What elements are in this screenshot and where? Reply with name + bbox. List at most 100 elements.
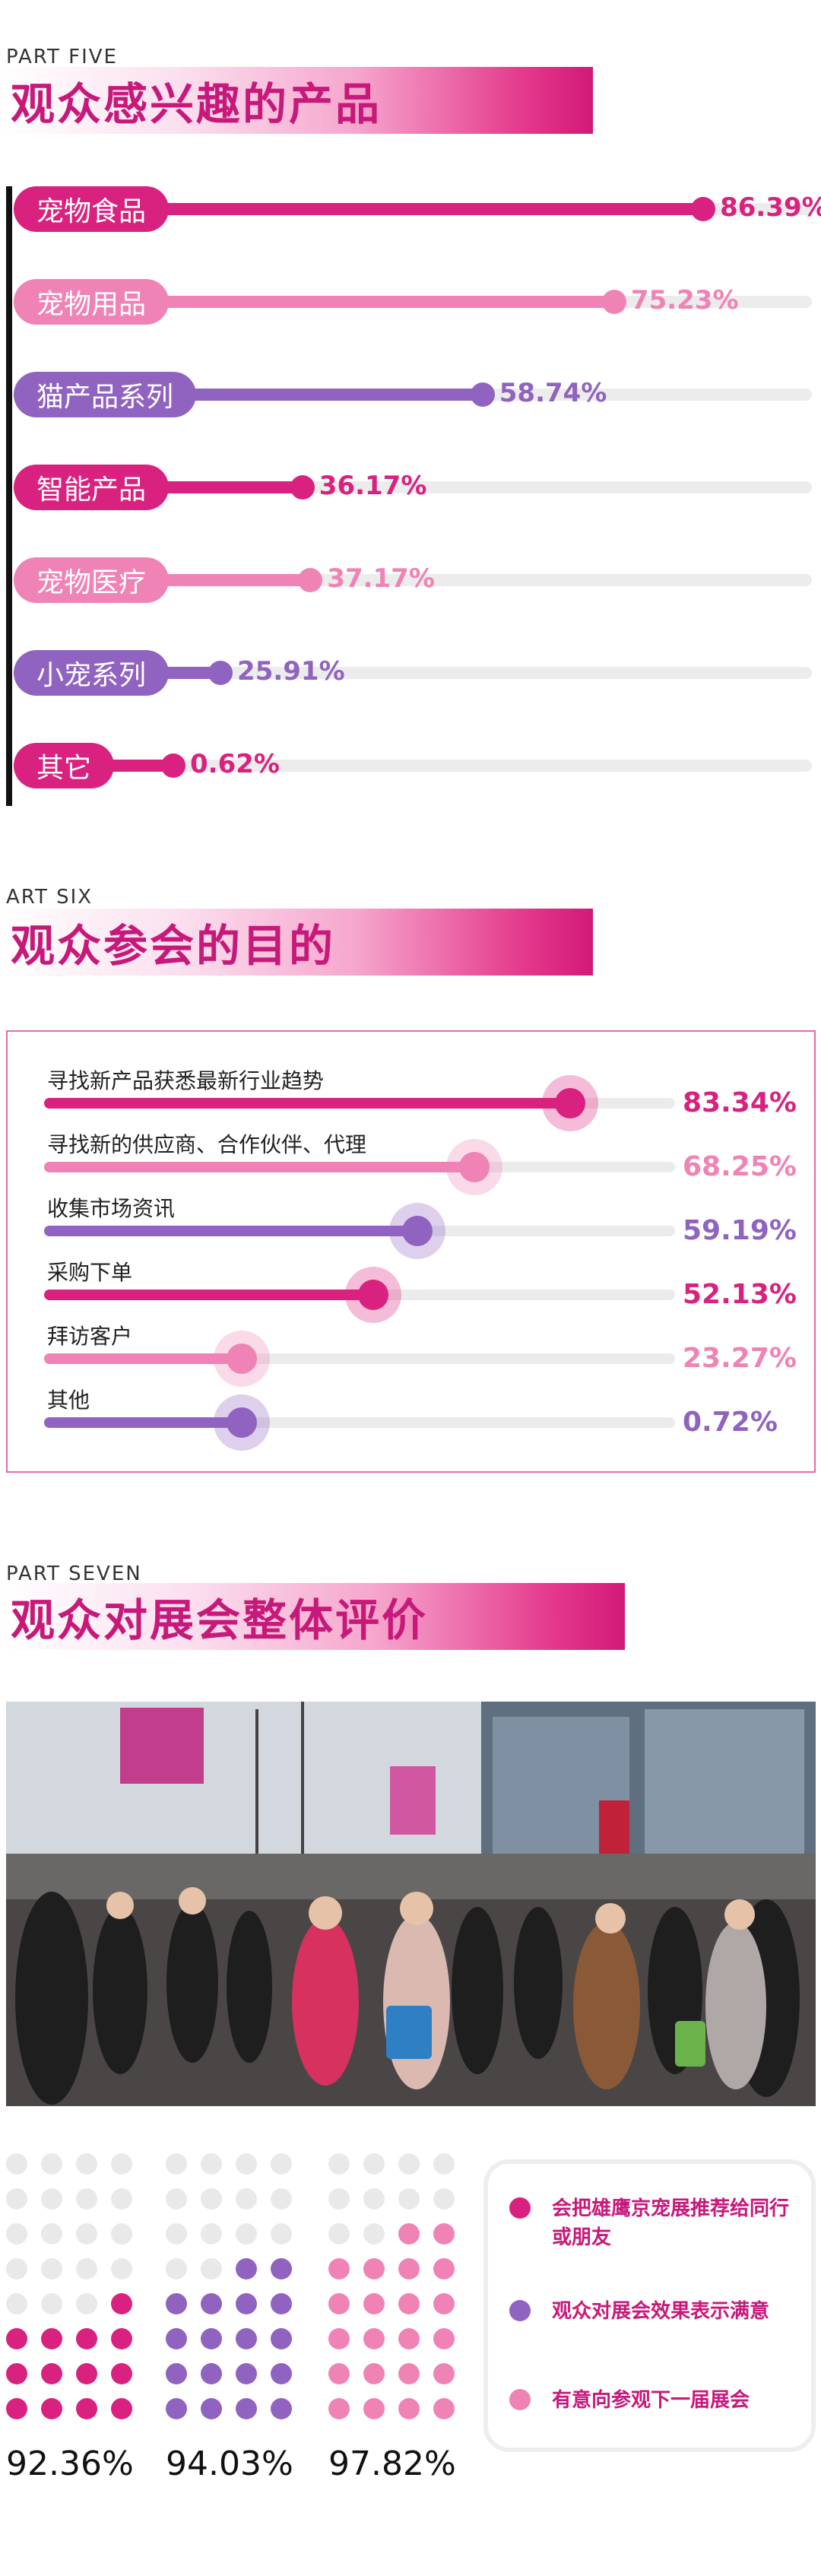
purpose-value: 83.34% [683, 1087, 797, 1118]
product-value: 25.91% [237, 656, 345, 687]
grid-dot [41, 2328, 62, 2349]
grid-dot [111, 2398, 132, 2419]
part-seven-label: PART SEVEN [6, 1562, 142, 1585]
grid-dot [433, 2363, 455, 2384]
product-row: 小宠系列 25.91% [14, 650, 812, 696]
purpose-value: 52.13% [683, 1279, 797, 1310]
purpose-row: 其他 0.72% [44, 1384, 804, 1451]
product-row: 智能产品 36.17% [14, 465, 812, 510]
grid-dot [111, 2188, 132, 2210]
grid-dot [363, 2258, 385, 2279]
grid-dot [41, 2188, 62, 2210]
grid-dot [6, 2223, 27, 2244]
grid-dot [328, 2223, 350, 2244]
expo-crowd-photo [6, 1702, 816, 2106]
grid-dot [398, 2153, 420, 2175]
purpose-bar-fill [44, 1290, 373, 1300]
purpose-bar-fill [44, 1353, 242, 1364]
grid-dot [271, 2258, 292, 2279]
grid-dot [433, 2153, 455, 2175]
grid-dot [76, 2188, 97, 2210]
grid-dot [6, 2328, 27, 2349]
grid-dot [6, 2293, 27, 2314]
grid-dot [328, 2293, 350, 2314]
grid-dot [166, 2293, 187, 2314]
satisfaction-dot-grid [328, 2153, 455, 2419]
legend-item-recommend: 会把雄鹰京宠展推荐给同行或朋友 [509, 2194, 803, 2252]
grid-dot [363, 2153, 385, 2175]
grid-dot [166, 2258, 187, 2279]
grid-dot [201, 2223, 222, 2244]
product-label: 宠物医疗 [14, 557, 170, 603]
purpose-row: 采购下单 52.13% [44, 1256, 804, 1323]
grid-dot [363, 2363, 385, 2384]
legend-text-satisfied: 观众对展会效果表示满意 [552, 2300, 770, 2323]
purpose-bar-fill [44, 1417, 242, 1428]
grid-dot [111, 2293, 132, 2314]
product-bar-dot [470, 382, 495, 407]
grid-dot [236, 2258, 257, 2279]
grid-dot [328, 2398, 350, 2419]
purpose-bar-dot [227, 1344, 257, 1374]
grid-dot [201, 2363, 222, 2384]
product-bar-dot [601, 290, 626, 314]
grid-dot [6, 2398, 27, 2419]
purpose-bar-dot [554, 1088, 585, 1118]
product-bar-fill [14, 203, 704, 215]
grid-dot [41, 2223, 62, 2244]
grid-dot [271, 2398, 292, 2419]
grid-dot [398, 2188, 420, 2210]
grid-dot [6, 2153, 27, 2175]
product-label: 宠物用品 [14, 279, 170, 325]
purpose-bar-dot [402, 1216, 433, 1246]
product-bar-dot [290, 475, 315, 500]
part-five-title-bar: 观众感兴趣的产品 [0, 67, 593, 134]
grid-dot [433, 2328, 455, 2349]
legend-dot [509, 2197, 531, 2219]
part-five-axis-line [6, 186, 12, 806]
grid-dot [166, 2188, 187, 2210]
grid-dot [236, 2188, 257, 2210]
product-bar-dot [298, 568, 323, 592]
grid-dot [6, 2188, 27, 2210]
legend-item-revisit: 有意向参观下一届展会 [509, 2386, 810, 2415]
grid-dot [271, 2188, 292, 2210]
grid-dot [363, 2328, 385, 2349]
grid-dot [41, 2258, 62, 2279]
grid-dot [271, 2153, 292, 2175]
product-row: 宠物医疗 37.17% [14, 557, 812, 603]
purpose-value: 59.19% [683, 1215, 797, 1246]
grid-dot [271, 2223, 292, 2244]
product-label: 智能产品 [14, 465, 170, 510]
grid-dot [433, 2293, 455, 2314]
product-value: 75.23% [630, 285, 739, 316]
product-row: 猫产品系列 58.74% [14, 372, 812, 417]
purpose-label: 采购下单 [47, 1260, 133, 1285]
grid-dot [6, 2258, 27, 2279]
legend-text-recommend: 会把雄鹰京宠展推荐给同行或朋友 [552, 2197, 790, 2249]
grid-dot [398, 2398, 420, 2419]
product-row: 宠物用品 75.23% [14, 279, 812, 325]
grid-dot [111, 2328, 132, 2349]
grid-dot [236, 2363, 257, 2384]
purpose-bar-dot [227, 1407, 257, 1438]
grid-dot [398, 2293, 420, 2314]
grid-dot [363, 2293, 385, 2314]
product-bar-dot [161, 753, 185, 778]
purpose-bar-fill [44, 1162, 475, 1172]
grid-dot [76, 2328, 97, 2349]
grid-dot [166, 2398, 187, 2419]
product-row: 其它 0.62% [14, 743, 812, 788]
purpose-value: 68.25% [683, 1151, 797, 1182]
purpose-row: 收集市场资讯 59.19% [44, 1192, 804, 1259]
grid-dot [236, 2293, 257, 2314]
grid-dot [201, 2328, 222, 2349]
purpose-label: 拜访客户 [47, 1324, 133, 1349]
grid-dot [328, 2188, 350, 2210]
purpose-row: 寻找新的供应商、合作伙伴、代理 68.25% [44, 1128, 804, 1195]
grid-dot [111, 2153, 132, 2175]
satisfaction-percent: 92.36% [6, 2444, 134, 2483]
satisfaction-percent: 94.03% [166, 2444, 293, 2483]
grid-dot [166, 2363, 187, 2384]
purpose-value: 23.27% [683, 1343, 797, 1374]
